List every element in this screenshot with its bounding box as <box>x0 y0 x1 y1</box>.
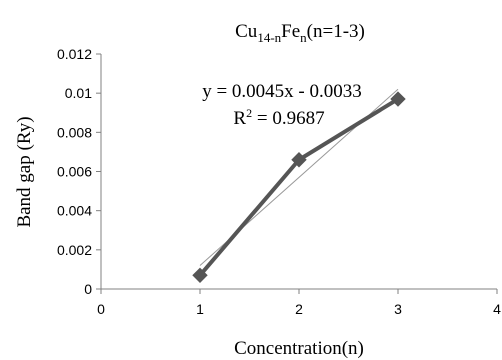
trendline-r-squared: R2 = 0.9687 <box>233 106 324 129</box>
y-tick-label: 0 <box>84 281 92 297</box>
chart-title: Cu14-nFen(n=1-3) <box>235 21 365 45</box>
r2-value: = 0.9687 <box>252 108 324 129</box>
title-mid: Fe <box>281 21 300 42</box>
title-sub2: n <box>300 30 307 45</box>
y-tick-label: 0.002 <box>57 242 92 258</box>
x-tick-label: 3 <box>394 301 402 317</box>
y-tick-label: 0.008 <box>57 124 92 140</box>
title-tail: (n=1-3) <box>307 21 365 42</box>
y-axis-label: Band gap (Ry) <box>14 116 35 227</box>
r2-sup: 2 <box>246 106 252 120</box>
y-tick-label: 0.004 <box>57 203 92 219</box>
title-base: Cu <box>235 21 258 42</box>
x-tick-label: 0 <box>97 301 105 317</box>
y-tick-label: 0.01 <box>65 85 92 101</box>
x-tick-label: 2 <box>295 301 303 317</box>
title-sub1: 14-n <box>257 30 281 45</box>
trendline-equation: y = 0.0045x - 0.0033 <box>202 81 362 102</box>
data-point-marker <box>291 152 307 168</box>
x-axis-label: Concentration(n) <box>234 338 364 359</box>
data-point-marker <box>390 91 406 107</box>
y-tick-label: 0.006 <box>57 164 92 180</box>
r2-prefix: R <box>233 108 246 129</box>
y-tick-label: 0.012 <box>57 46 92 62</box>
x-tick-label: 4 <box>493 301 501 317</box>
data-series <box>192 91 406 283</box>
data-point-marker <box>192 267 208 283</box>
ticks: 0 0.002 0.004 0.006 0.008 0.01 0.012 0 1 2 3 4 <box>57 46 501 317</box>
x-tick-label: 1 <box>196 301 204 317</box>
